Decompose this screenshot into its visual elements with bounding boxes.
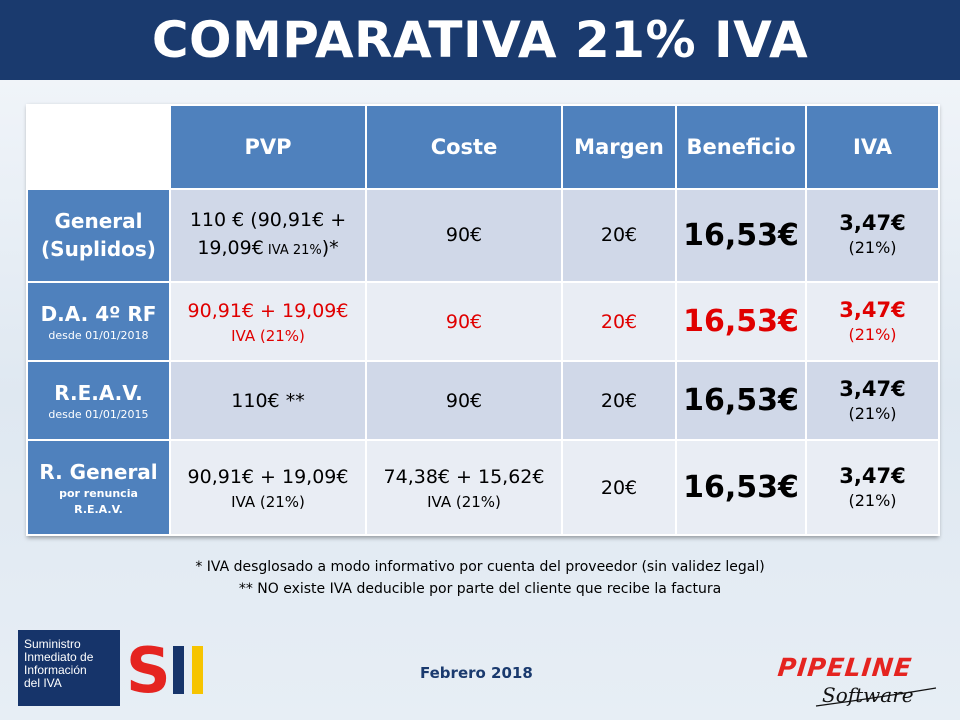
pvp-line-1: 110 € (90,91€ + [189,208,347,231]
row-label: General [54,209,143,234]
svg-text:PIPELINE: PIPELINE [776,653,913,682]
cell-iva: 3,47€ (21%) [805,439,940,536]
row-label: R. General [39,459,158,484]
table-row: General (Suplidos) 110 € (90,91€ + 19,09… [26,188,940,283]
column-header-iva: IVA [805,104,940,190]
coste-line-2: IVA (21%) [427,492,501,511]
row-sublabel: por renuncia [59,486,138,500]
coste-line-1: 74,38€ + 15,62€ [383,465,545,488]
row-label: R.E.A.V. [54,380,143,405]
date-label: Febrero 2018 [420,664,533,682]
cell-beneficio: 16,53€ [675,280,807,363]
cell-beneficio: 16,53€ [675,439,807,536]
iva-value: 3,47€ [839,297,906,322]
cell-margen: 20€ [561,280,677,363]
cell-iva: 3,47€ (21%) [805,188,940,283]
cell-margen: 20€ [561,439,677,536]
pvp-line-2-small: IVA 21% [263,242,322,258]
cell-coste: 90€ [365,280,563,363]
cell-beneficio: 16,53€ [675,360,807,442]
sii-logo: Suministro Inmediato de Información del … [18,630,208,706]
column-header-margen: Margen [561,104,677,190]
row-header-general: General (Suplidos) [26,188,171,283]
cell-pvp: 90,91€ + 19,09€ IVA (21%) [169,439,367,536]
cell-iva: 3,47€ (21%) [805,360,940,442]
sii-letters-graphic: S [126,638,203,700]
pvp-line-1: 90,91€ + 19,09€ [187,465,349,488]
row-header-r-general: R. General por renuncia R.E.A.V. [26,439,171,536]
cell-margen: 20€ [561,188,677,283]
table-row: R. General por renuncia R.E.A.V. 90,91€ … [26,439,940,536]
row-header-da-4-rf: D.A. 4º RF desde 01/01/2018 [26,280,171,363]
pvp-line-2-start: 19,09€ [197,236,264,259]
table-row: R.E.A.V. desde 01/01/2015 110€ ** 90€ 20… [26,360,940,442]
pvp-line-2: IVA (21%) [231,326,305,345]
footnote-1: * IVA desglosado a modo informativo por … [195,559,765,575]
pipeline-software-logo: PIPELINE Software [776,653,937,707]
iva-value: 3,47€ [839,376,906,401]
column-header-pvp: PVP [169,104,367,190]
title-banner: COMPARATIVA 21% IVA [0,0,960,80]
iva-percent: (21%) [848,403,897,423]
column-header-beneficio: Beneficio [675,104,807,190]
svg-text:S: S [126,638,168,700]
iva-value: 3,47€ [839,463,906,488]
cell-beneficio: 16,53€ [675,188,807,283]
row-label-2: (Suplidos) [41,237,156,262]
iva-percent: (21%) [848,490,897,510]
sii-text-line-4: del IVA [24,676,62,690]
row-label: D.A. 4º RF [40,301,157,326]
iva-percent: (21%) [848,238,897,258]
row-sublabel-2: R.E.A.V. [74,502,123,516]
cell-coste: 74,38€ + 15,62€ IVA (21%) [365,439,563,536]
row-sublabel: desde 01/01/2015 [48,407,149,421]
cell-margen: 20€ [561,360,677,442]
cell-iva: 3,47€ (21%) [805,280,940,363]
sii-text-line-2: Inmediato de [24,650,94,664]
iva-value: 3,47€ [839,211,906,236]
cell-pvp: 90,91€ + 19,09€ IVA (21%) [169,280,367,363]
table-row: D.A. 4º RF desde 01/01/2018 90,91€ + 19,… [26,280,940,363]
sii-text-line-3: Información [24,663,87,677]
footnote-2: ** NO existe IVA deducible por parte del… [238,581,722,597]
cell-coste: 90€ [365,188,563,283]
sii-text-line-1: Suministro [24,637,81,651]
footnotes: * IVA desglosado a modo informativo por … [0,556,960,600]
pvp-line-2: 19,09€ IVA 21%)* [175,234,361,265]
iva-percent: (21%) [848,324,897,344]
row-sublabel: desde 01/01/2018 [48,328,149,342]
pvp-line-2-end: )* [321,236,339,259]
row-header-reav: R.E.A.V. desde 01/01/2015 [26,360,171,442]
cell-coste: 90€ [365,360,563,442]
cell-pvp: 110€ ** [169,360,367,442]
pvp-line-1: 90,91€ + 19,09€ [187,299,349,322]
sii-logo-text-box: Suministro Inmediato de Información del … [18,630,120,706]
table-corner [26,104,171,190]
cell-pvp: 110 € (90,91€ + 19,09€ IVA 21%)* [169,188,367,283]
pvp-line-2: IVA (21%) [231,492,305,511]
page-title: COMPARATIVA 21% IVA [151,11,809,69]
comparison-table: PVP Coste Margen Beneficio IVA General (… [26,104,940,536]
column-header-coste: Coste [365,104,563,190]
